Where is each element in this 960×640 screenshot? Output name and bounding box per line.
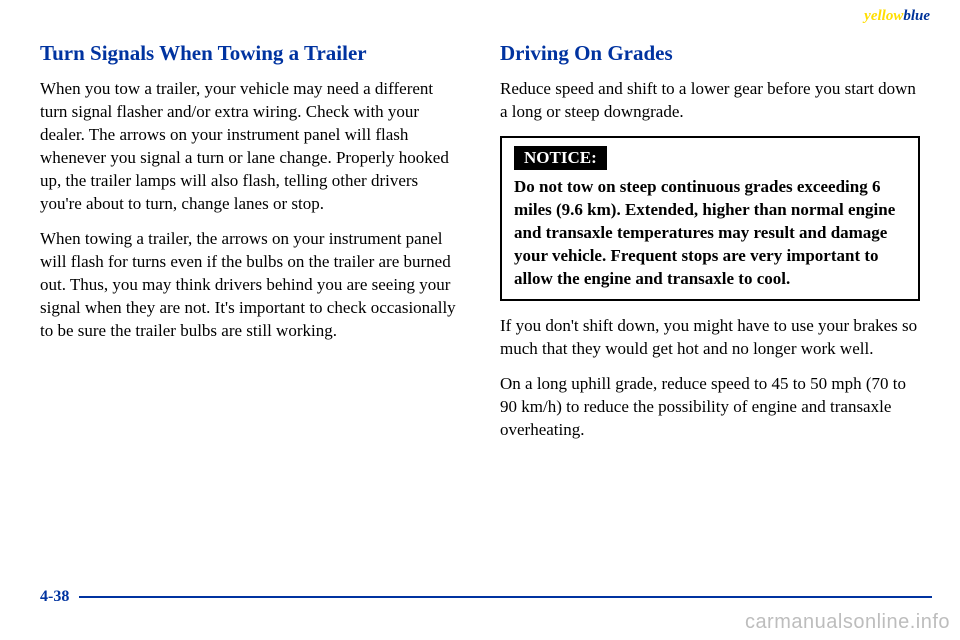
content-columns: Turn Signals When Towing a Trailer When … <box>40 40 920 454</box>
watermark: carmanualsonline.info <box>745 611 950 634</box>
manual-page: yellowblue Turn Signals When Towing a Tr… <box>0 0 960 640</box>
right-paragraph-2: If you don't shift down, you might have … <box>500 315 920 361</box>
page-footer: 4-38 <box>40 588 932 606</box>
left-paragraph-1: When you tow a trailer, your vehicle may… <box>40 78 460 216</box>
notice-box: NOTICE: Do not tow on steep continuous g… <box>500 136 920 301</box>
mark-yellow: yellow <box>864 8 903 24</box>
left-paragraph-2: When towing a trailer, the arrows on you… <box>40 228 460 343</box>
notice-label: NOTICE: <box>514 146 607 170</box>
right-paragraph-3: On a long uphill grade, reduce speed to … <box>500 373 920 442</box>
left-column: Turn Signals When Towing a Trailer When … <box>40 40 460 454</box>
left-heading: Turn Signals When Towing a Trailer <box>40 40 460 66</box>
right-heading: Driving On Grades <box>500 40 920 66</box>
right-paragraph-1: Reduce speed and shift to a lower gear b… <box>500 78 920 124</box>
mark-blue: blue <box>903 8 930 24</box>
header-mark: yellowblue <box>864 8 930 25</box>
notice-text: Do not tow on steep continuous grades ex… <box>514 176 906 291</box>
page-number: 4-38 <box>40 588 69 606</box>
footer-rule <box>79 596 932 598</box>
right-column: Driving On Grades Reduce speed and shift… <box>500 40 920 454</box>
